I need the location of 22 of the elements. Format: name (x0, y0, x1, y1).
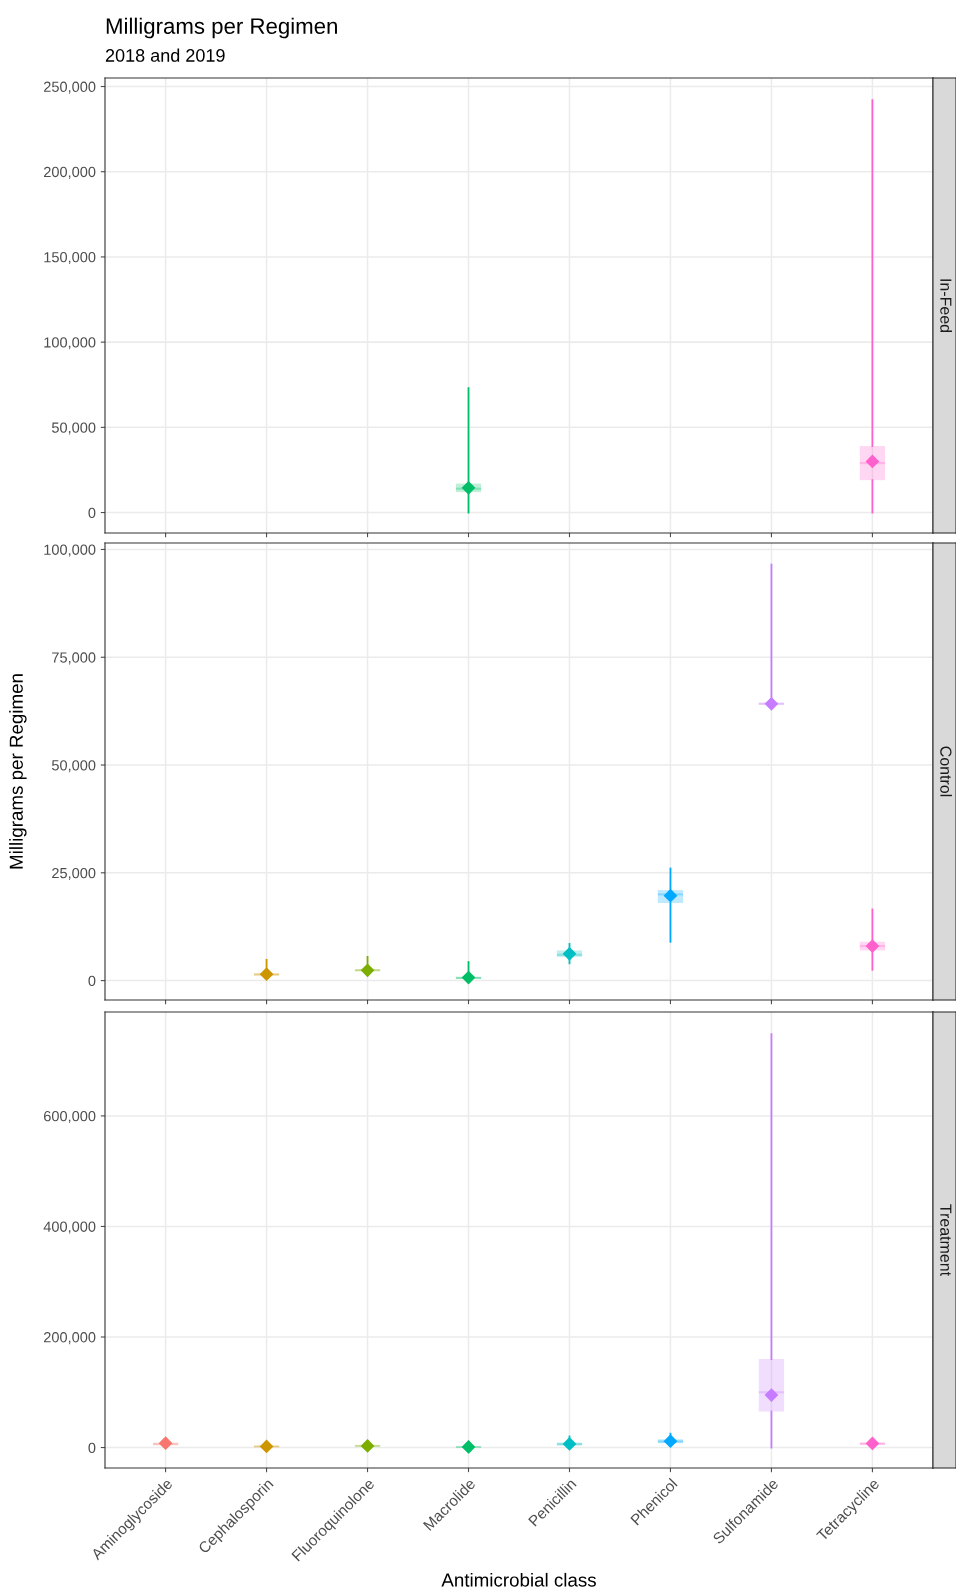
y-tick-label: 50,000 (51, 422, 96, 435)
chart-subtitle: 2018 and 2019 (105, 48, 225, 62)
y-tick-label: 600,000 (44, 1111, 96, 1124)
y-tick-label: 200,000 (44, 1332, 96, 1345)
y-tick-label: 0 (88, 975, 96, 987)
y2-axis-title: Treatment (940, 1204, 952, 1276)
y-tick-label: 400,000 (43, 1221, 96, 1234)
y-tick-label: 100,000 (44, 544, 96, 557)
y-tick-label: 25,000 (52, 867, 96, 880)
y-tick-label: 250,000 (44, 81, 96, 94)
y-tick-label: 100,000 (44, 337, 96, 350)
y-tick-label: 200,000 (44, 166, 96, 179)
x-axis-title: Antimicrobial class (441, 1572, 596, 1587)
y-tick-label: 50,000 (51, 760, 96, 773)
y-tick-label: 150,000 (44, 252, 96, 265)
y-tick-label: 75,000 (52, 652, 96, 665)
y2-axis-title: In-Feed (940, 279, 952, 332)
y-axis-title: Milligrams per Regimen (9, 674, 27, 869)
y-tick-label: 0 (88, 507, 96, 518)
y2-axis-title: Control (940, 746, 952, 797)
chart-title: Milligrams per Regimen (106, 17, 337, 39)
y-tick-label: 0 (88, 1442, 96, 1453)
